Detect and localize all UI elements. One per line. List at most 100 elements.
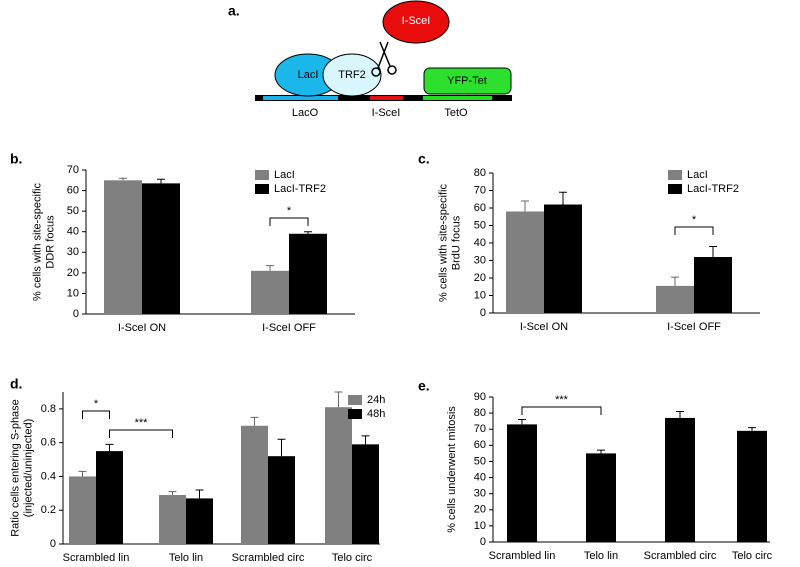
bar	[69, 476, 96, 544]
y-tick-label: 60	[474, 439, 486, 451]
y-tick-label: 20	[474, 504, 486, 516]
x-tick-label: I-SceI ON	[118, 322, 166, 334]
x-tick-label: Telo circ	[732, 550, 773, 562]
significance-label: *	[94, 398, 99, 410]
x-tick-label: I-SceI OFF	[667, 321, 721, 333]
error-bar	[671, 276, 679, 286]
legend-swatch	[255, 184, 269, 194]
bar	[694, 257, 732, 313]
y-tick-label: 30	[474, 254, 486, 266]
x-tick-label: I-SceI OFF	[262, 322, 316, 334]
y-tick-label: 0.4	[41, 470, 56, 482]
legend-swatch	[668, 170, 682, 180]
bar-chart: e. 0 10 20 30 40 50 60 70 80 90 % cells underwent m…	[418, 378, 773, 562]
bar	[352, 444, 379, 544]
y-tick-label: 0	[480, 536, 486, 548]
legend-swatch	[255, 170, 269, 180]
y-axis-label: % cells with site-specific	[437, 184, 449, 302]
bar	[251, 270, 289, 314]
y-tick-label: 0.6	[41, 437, 56, 449]
significance-bracket	[109, 429, 173, 438]
error-bar	[195, 489, 204, 499]
x-tick-label: Telo lin	[169, 552, 203, 564]
error-bar	[157, 178, 165, 184]
bar-chart: c. 0 10 20 30 40 50 60 70 80 % cells with site-spe…	[418, 151, 760, 333]
y-axis-label: % cells with site-specific	[31, 183, 43, 301]
bar	[96, 451, 123, 544]
y-tick-label: 60	[67, 184, 79, 196]
y-axis-label: % cells underwent mitosis	[446, 406, 458, 533]
y-tick-label: 50	[67, 205, 79, 217]
panel-label: b.	[10, 151, 22, 167]
y-tick-label: 20	[67, 267, 79, 279]
significance-bracket	[521, 406, 602, 415]
legend-label: LacI-TRF2	[274, 183, 326, 195]
yfp-tet-protein	[423, 67, 512, 95]
panel-label: e.	[418, 378, 430, 394]
y-tick-label: 70	[474, 423, 486, 435]
panel-label: a.	[228, 3, 240, 19]
legend-label: 48h	[367, 408, 385, 420]
significance-label: ***	[555, 394, 569, 406]
y-tick-label: 40	[474, 471, 486, 483]
protein-label: I-SceI	[402, 15, 431, 27]
error-bar	[105, 443, 114, 452]
significance-label: *	[287, 205, 292, 217]
x-tick-label: Telo lin	[584, 550, 618, 562]
y-tick-label: 10	[67, 287, 79, 299]
bar	[142, 183, 180, 314]
y-tick-label: 90	[474, 391, 486, 403]
legend-swatch	[348, 409, 362, 419]
x-tick-label: I-SceI ON	[520, 321, 568, 333]
error-bar	[676, 411, 684, 418]
y-tick-label: 0	[480, 307, 486, 319]
bar	[241, 425, 268, 544]
y-tick-label: 10	[474, 289, 486, 301]
y-tick-label: 80	[474, 167, 486, 179]
y-tick-label: 0.2	[41, 504, 56, 516]
bar	[507, 424, 537, 542]
y-tick-label: 50	[474, 455, 486, 467]
bar	[656, 285, 694, 313]
significance-label: ***	[135, 417, 149, 429]
bar	[325, 407, 352, 544]
protein-label: LacI	[298, 69, 319, 81]
y-tick-label: 0	[50, 538, 56, 550]
site-label: I-SceI	[372, 107, 401, 119]
legend-swatch	[348, 395, 362, 405]
y-tick-label: 70	[67, 164, 79, 176]
error-bar	[168, 491, 177, 496]
error-bar	[709, 246, 717, 257]
bar	[506, 211, 544, 313]
y-tick-label: 40	[474, 237, 486, 249]
error-bar	[361, 435, 370, 445]
y-tick-label: 60	[474, 202, 486, 214]
error-bar	[119, 177, 127, 181]
site-label: TetO	[444, 107, 468, 119]
legend-label: 24h	[367, 394, 385, 406]
error-bar	[78, 470, 87, 477]
scissors	[371, 41, 397, 77]
legend-swatch	[668, 184, 682, 194]
y-tick-label: 80	[474, 407, 486, 419]
y-tick-label: 30	[67, 246, 79, 258]
y-axis-label: DDR focus	[44, 215, 56, 269]
bar	[737, 430, 767, 542]
x-tick-label: Scrambled circ	[232, 552, 305, 564]
panel-label: d.	[10, 376, 22, 392]
error-bar	[559, 191, 567, 205]
x-tick-label: Scrambled lin	[63, 552, 130, 564]
panel-label: c.	[418, 151, 430, 167]
bar	[289, 233, 327, 314]
diagram: a. LacI TRF2 I-SceI YFP-Tet LacO I-SceI …	[228, 0, 512, 119]
error-bar	[304, 231, 312, 234]
error-bar	[266, 265, 274, 271]
significance-label: *	[692, 214, 697, 226]
y-tick-label: 30	[474, 488, 486, 500]
x-tick-label: Scrambled lin	[489, 550, 556, 562]
y-tick-label: 70	[474, 184, 486, 196]
error-bar	[518, 419, 526, 425]
legend-label: LacI-TRF2	[687, 183, 739, 195]
y-tick-label: 20	[474, 272, 486, 284]
